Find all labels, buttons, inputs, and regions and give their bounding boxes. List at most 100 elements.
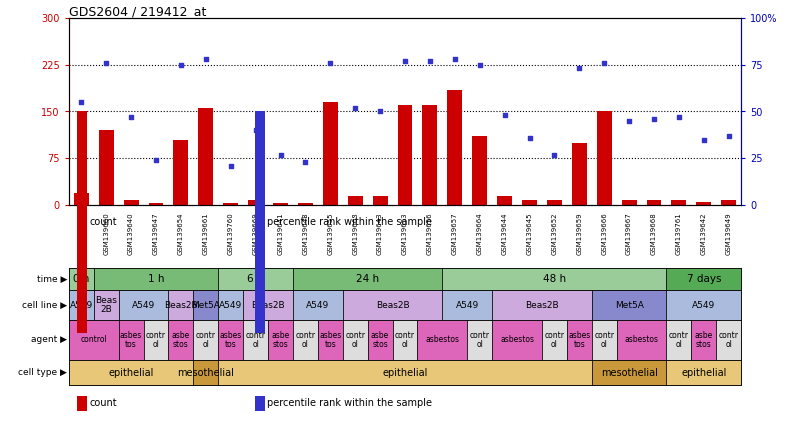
Text: control: control [80,336,107,345]
Bar [697,202,711,205]
Point [498,112,511,119]
Bar [218,268,293,290]
Point [224,162,237,169]
Bar [69,360,194,385]
Point [349,104,362,111]
Text: contr
ol: contr ol [296,331,315,349]
Text: 0 h: 0 h [73,274,89,284]
Point [672,114,685,121]
Bar [224,203,238,205]
Bar [218,290,243,320]
Bar [522,200,537,205]
Bar [194,290,218,320]
Text: 1 h: 1 h [147,274,164,284]
Text: Beas2B: Beas2B [251,301,285,309]
Point [598,59,611,67]
Point [399,57,411,64]
Text: Beas
2B: Beas 2B [96,296,117,313]
Text: mesothelial: mesothelial [177,368,234,377]
Text: cell type ▶: cell type ▶ [19,368,67,377]
Bar [248,200,263,205]
Text: epithelial: epithelial [109,368,154,377]
Bar [343,320,368,360]
Bar [69,268,94,290]
Text: asbes
tos: asbes tos [220,331,242,349]
Text: A549: A549 [219,301,242,309]
Text: contr
ol: contr ol [669,331,688,349]
Bar [99,130,113,205]
Bar [442,268,667,290]
Text: asbe
stos: asbe stos [172,331,190,349]
Point [299,159,312,166]
Text: asbe
stos: asbe stos [695,331,713,349]
Text: 6 h: 6 h [247,274,264,284]
Point [150,157,163,164]
Bar [667,268,741,290]
Bar [492,290,592,320]
Text: count: count [89,217,117,227]
Bar [417,320,467,360]
Text: count: count [89,397,117,408]
Bar [143,320,168,360]
Point [723,132,735,139]
Bar [547,200,562,205]
Bar [692,320,716,360]
Point [548,151,561,158]
Bar [472,136,487,205]
Text: asbes
tos: asbes tos [568,331,590,349]
Bar [347,196,363,205]
Bar [616,320,667,360]
Bar [218,360,592,385]
Text: mesothelial: mesothelial [601,368,658,377]
Text: contr
ol: contr ol [395,331,415,349]
Point [448,56,461,63]
Text: contr
ol: contr ol [146,331,166,349]
Text: asbe
stos: asbe stos [371,331,390,349]
Point [249,127,262,134]
Bar [124,200,139,205]
Text: contr
ol: contr ol [196,331,215,349]
Bar [243,290,293,320]
Bar [194,360,218,385]
Bar [168,320,194,360]
Bar [572,143,586,205]
Bar [268,320,293,360]
Point [647,115,660,123]
Bar [721,200,736,205]
Bar [398,105,412,205]
Point [523,134,536,141]
Text: asbestos: asbestos [425,336,459,345]
Bar [716,320,741,360]
Bar [393,320,417,360]
Bar [118,320,143,360]
Text: contr
ol: contr ol [245,331,266,349]
Bar [667,360,741,385]
Point [100,59,113,67]
Bar [168,290,194,320]
Text: asbestos: asbestos [625,336,659,345]
Text: epithelial: epithelial [382,368,428,377]
Point [174,61,187,68]
Text: contr
ol: contr ol [345,331,365,349]
Bar [318,320,343,360]
Point [125,114,138,121]
Bar [293,320,318,360]
Bar [69,290,94,320]
Bar [447,90,463,205]
Text: GDS2604 / 219412_at: GDS2604 / 219412_at [69,5,207,18]
Bar [592,320,616,360]
Text: 24 h: 24 h [356,274,379,284]
Bar [621,200,637,205]
Bar [94,290,118,320]
Bar [69,320,118,360]
Bar [567,320,592,360]
Text: A549: A549 [70,301,93,309]
Point [697,136,710,143]
Bar [343,290,442,320]
Bar [173,139,189,205]
Bar [592,360,667,385]
Text: 7 days: 7 days [687,274,721,284]
Bar [323,102,338,205]
Text: contr
ol: contr ol [595,331,614,349]
Text: Beas2B: Beas2B [525,301,559,309]
